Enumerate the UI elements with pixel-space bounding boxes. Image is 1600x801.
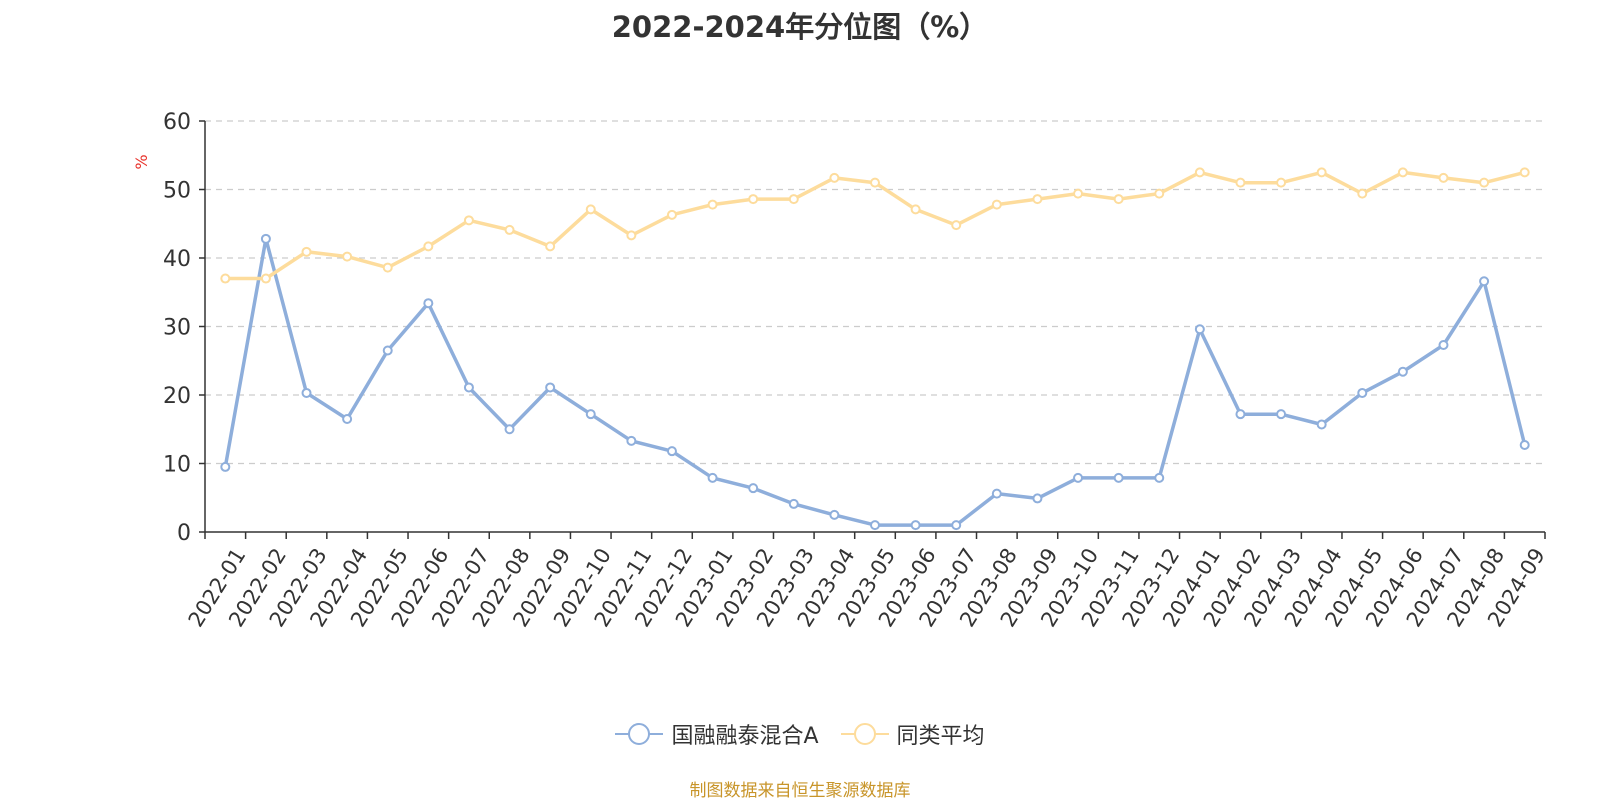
data-point-series-1 xyxy=(870,520,880,531)
data-point-series-2 xyxy=(1235,177,1246,188)
series-line-1 xyxy=(223,237,1527,527)
legend-marker-series-2 xyxy=(840,723,889,745)
data-point-series-2 xyxy=(829,172,840,183)
data-point-series-1 xyxy=(748,483,759,494)
data-point-series-1 xyxy=(342,413,353,424)
data-point-series-2 xyxy=(382,262,393,273)
data-point-series-1 xyxy=(707,472,718,483)
data-point-series-1 xyxy=(1194,324,1205,335)
legend-label-series-2: 同类平均 xyxy=(896,724,985,749)
y-tick-label: 20 xyxy=(163,384,191,409)
data-point-series-2 xyxy=(1519,167,1530,178)
legend-label-series-1: 国融融泰混合A xyxy=(671,724,819,749)
data-point-series-1 xyxy=(1479,276,1490,287)
data-point-series-1 xyxy=(1154,472,1165,483)
data-point-series-2 xyxy=(545,241,556,252)
data-point-series-2 xyxy=(301,246,312,257)
data-point-series-1 xyxy=(991,488,1002,499)
data-point-series-2 xyxy=(870,177,880,188)
data-point-series-2 xyxy=(1154,188,1165,199)
data-point-series-2 xyxy=(748,194,759,205)
data-point-series-2 xyxy=(910,204,921,215)
data-point-series-1 xyxy=(1316,419,1327,430)
data-point-series-1 xyxy=(829,509,840,520)
data-point-series-1 xyxy=(220,461,231,472)
y-tick-label: 40 xyxy=(163,247,191,272)
legend: 国融融泰混合A 同类平均 xyxy=(0,718,1600,750)
data-point-series-1 xyxy=(1073,472,1084,483)
data-point-series-1 xyxy=(1357,387,1368,398)
data-point-series-1 xyxy=(666,446,677,457)
data-point-series-1 xyxy=(1438,339,1449,350)
data-point-series-2 xyxy=(504,224,515,235)
data-point-series-2 xyxy=(1438,172,1449,183)
data-point-series-2 xyxy=(1073,188,1084,199)
data-point-series-1 xyxy=(1113,472,1124,483)
legend-item-series-2[interactable]: 同类平均 xyxy=(840,718,985,750)
data-point-series-1 xyxy=(423,298,434,309)
data-point-series-2 xyxy=(1113,194,1124,205)
data-point-series-1 xyxy=(301,387,312,398)
data-point-series-1 xyxy=(504,424,515,435)
data-point-series-2 xyxy=(260,273,271,284)
data-point-series-2 xyxy=(220,273,231,284)
data-point-series-2 xyxy=(626,230,637,241)
legend-marker-series-1 xyxy=(615,723,664,745)
data-point-series-1 xyxy=(1519,440,1530,451)
data-point-series-2 xyxy=(991,199,1002,210)
y-tick-label: 0 xyxy=(177,521,191,546)
data-point-series-1 xyxy=(585,409,596,420)
data-point-series-2 xyxy=(423,241,434,252)
data-point-series-1 xyxy=(1397,366,1408,377)
y-tick-label: 10 xyxy=(163,453,191,478)
y-tick-label: 30 xyxy=(163,316,191,341)
data-point-series-2 xyxy=(1032,194,1043,205)
chart-title: 2022-2024年分位图（%） xyxy=(611,10,989,44)
y-tick-label: 60 xyxy=(163,110,191,135)
data-point-series-2 xyxy=(1357,188,1368,199)
data-point-series-2 xyxy=(1194,167,1205,178)
data-point-series-1 xyxy=(910,520,921,531)
data-point-series-2 xyxy=(951,220,962,231)
y-axis-label: % xyxy=(132,154,151,169)
data-point-series-2 xyxy=(1479,177,1490,188)
legend-item-series-1[interactable]: 国融融泰混合A xyxy=(615,718,819,750)
data-point-series-1 xyxy=(951,520,962,531)
data-point-series-1 xyxy=(1032,493,1043,504)
data-point-series-2 xyxy=(342,251,353,262)
data-point-series-2 xyxy=(463,215,474,226)
data-point-series-1 xyxy=(626,435,637,446)
data-point-series-2 xyxy=(707,199,718,210)
data-point-series-2 xyxy=(1397,167,1408,178)
data-point-series-1 xyxy=(1276,409,1287,420)
data-point-series-2 xyxy=(585,204,596,215)
data-point-series-2 xyxy=(788,194,799,205)
series-line-2 xyxy=(225,170,1526,281)
data-point-series-2 xyxy=(666,209,677,220)
data-point-series-1 xyxy=(382,345,393,356)
data-point-series-1 xyxy=(545,382,556,393)
data-point-series-2 xyxy=(1276,177,1287,188)
data-point-series-1 xyxy=(463,382,474,393)
data-point-series-1 xyxy=(1235,409,1246,420)
data-point-series-1 xyxy=(260,233,271,244)
data-point-series-2 xyxy=(1316,167,1327,178)
y-tick-label: 50 xyxy=(163,179,191,204)
data-point-series-1 xyxy=(788,498,799,509)
source-note: 制图数据来自恒生聚源数据库 xyxy=(689,781,911,801)
